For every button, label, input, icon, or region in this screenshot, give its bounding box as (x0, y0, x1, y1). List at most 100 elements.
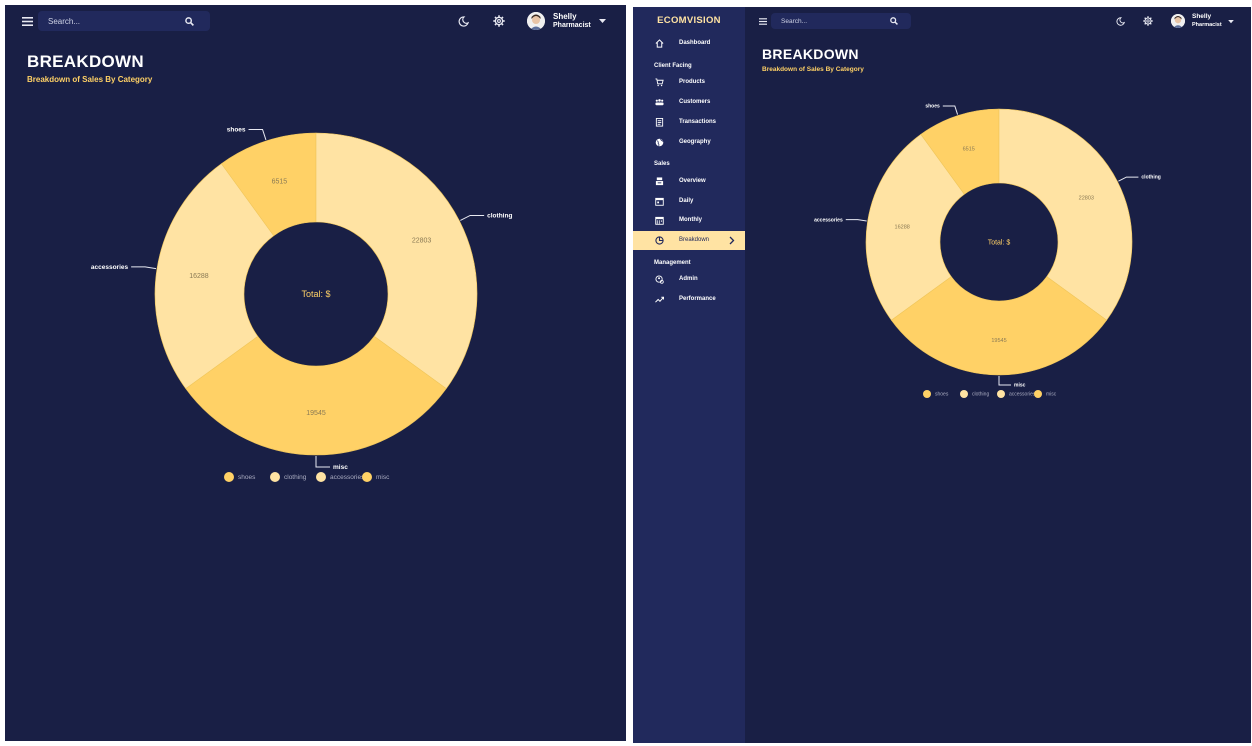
sidebar-item-admin[interactable]: Admin (633, 270, 745, 289)
chevron-right-icon (729, 236, 735, 245)
arc-link-line (315, 456, 330, 468)
sidebar-item-products[interactable]: Products (633, 73, 745, 92)
sidebar-item-customers[interactable]: Customers (633, 93, 745, 112)
arc-label-shoes: shoes (925, 104, 940, 110)
page-subtitle: Breakdown of Sales By Category (27, 75, 153, 84)
sidebar-item-dashboard[interactable]: Dashboard (633, 34, 745, 53)
legend-dot (997, 390, 1005, 398)
sidebar-item-label: Performance (679, 296, 716, 303)
search-input[interactable] (781, 13, 881, 29)
page-title: BREAKDOWN (27, 52, 144, 71)
sidebar-item-monthly[interactable]: Monthly (633, 211, 745, 230)
search-box (38, 11, 210, 31)
menu-icon[interactable] (759, 18, 767, 25)
top-bar: Shelly Pharmacist (5, 5, 626, 41)
legend-dot (362, 472, 372, 482)
breakdown-pie-chart: 6515 shoes 22803 clothing 19545 misc 16288 acce… (91, 127, 512, 482)
groups-icon (655, 99, 664, 106)
legend-item-accessories[interactable]: accessories (316, 472, 365, 482)
point-of-sale-icon (655, 177, 664, 185)
sidebar-item-overview[interactable]: Overview (633, 172, 745, 191)
receipt-icon (655, 117, 664, 127)
arc-link-line (942, 105, 959, 115)
search-input[interactable] (48, 11, 168, 31)
legend-label: misc (1046, 392, 1057, 398)
breakdown-pie-chart: 6515 shoes 22803 clothing 19545 misc 16288 acce… (814, 104, 1161, 398)
globe-icon (655, 138, 664, 146)
shopping-cart-icon (655, 78, 664, 87)
top-bar: Shelly Pharmacist (745, 7, 1251, 43)
legend-label: shoes (238, 474, 256, 481)
search-icon[interactable] (185, 17, 194, 26)
menu-icon[interactable] (22, 17, 33, 26)
settings-icon[interactable] (493, 15, 505, 27)
arc-label-misc: misc (1014, 383, 1026, 389)
sidebar-item-label: Breakdown (679, 237, 710, 243)
sidebar-item-label: Transactions (679, 118, 717, 125)
sidebar-item-geography[interactable]: Geography (633, 133, 745, 152)
pie-slice-misc[interactable] (890, 276, 1108, 376)
arc-label-accessories: accessories (91, 264, 129, 271)
sidebar-item-label: Customers (679, 99, 711, 106)
legend-dot (960, 390, 968, 398)
search-box (771, 13, 911, 29)
legend-item-shoes[interactable]: shoes (923, 390, 949, 398)
sidebar-item-label: Geography (679, 138, 711, 145)
dropdown-icon[interactable] (599, 19, 606, 24)
user-role: Pharmacist (1192, 22, 1222, 28)
legend-item-accessories[interactable]: accessories (997, 390, 1036, 398)
sidebar-item-performance[interactable]: Performance (633, 290, 745, 309)
legend-item-clothing[interactable]: clothing (270, 472, 307, 482)
slice-value-label: 16288 (189, 273, 209, 280)
slice-value-label: 22803 (412, 238, 432, 245)
dark-mode-icon[interactable] (458, 16, 469, 27)
nav-section-sales: Sales (654, 161, 670, 168)
legend-dot (224, 472, 234, 482)
legend-item-clothing[interactable]: clothing (960, 390, 989, 398)
dropdown-icon[interactable] (1228, 20, 1234, 24)
legend-item-shoes[interactable]: shoes (224, 472, 256, 482)
nav-section-management: Management (654, 259, 691, 266)
slice-value-label: 6515 (272, 179, 288, 186)
brand-logo[interactable]: ECOMVISION (657, 15, 721, 26)
chart-center-total: Total: $ (301, 289, 330, 299)
pie-slice-accessories[interactable] (865, 133, 965, 321)
arc-label-accessories: accessories (814, 217, 843, 223)
legend-dot (316, 472, 326, 482)
slice-value-label: 19545 (991, 338, 1006, 344)
today-icon (655, 197, 664, 206)
legend-label: accessories (330, 474, 365, 481)
pie-slice-accessories[interactable] (154, 163, 275, 390)
arc-link-line (131, 266, 157, 270)
admin-icon (655, 275, 664, 285)
legend-label: clothing (972, 392, 989, 398)
arc-link-line (998, 376, 1011, 386)
avatar[interactable] (527, 12, 545, 30)
legend-label: accessories (1009, 392, 1036, 398)
sidebar-item-transactions[interactable]: Transactions (633, 113, 745, 132)
legend-item-misc[interactable]: misc (362, 472, 390, 482)
nav-section-client-facing: Client Facing (654, 62, 692, 69)
slice-value-label: 6515 (963, 147, 975, 153)
arc-label-shoes: shoes (227, 127, 246, 134)
settings-icon[interactable] (1143, 16, 1153, 26)
sidebar-item-breakdown[interactable]: Breakdown (633, 231, 745, 250)
avatar[interactable] (1171, 14, 1185, 28)
slice-value-label: 22803 (1079, 195, 1094, 201)
pie-slice-clothing[interactable] (315, 132, 478, 390)
arc-link-line (460, 214, 485, 221)
legend-label: misc (376, 474, 390, 481)
legend-label: clothing (284, 474, 307, 481)
search-icon[interactable] (890, 17, 898, 25)
user-name: Shelly (1192, 13, 1212, 20)
legend-item-misc[interactable]: misc (1034, 390, 1057, 398)
sidebar-item-daily[interactable]: Daily (633, 192, 745, 211)
legend-dot (1034, 390, 1042, 398)
breakdown-page-with-sidebar: ECOMVISION Dashboard Client Facing Product… (633, 7, 1251, 743)
home-icon (655, 39, 664, 48)
legend-dot (270, 472, 280, 482)
dark-mode-icon[interactable] (1116, 17, 1125, 26)
legend-label: shoes (935, 392, 949, 398)
pie-slice-clothing[interactable] (998, 108, 1133, 321)
pie-slice-misc[interactable] (185, 335, 447, 456)
